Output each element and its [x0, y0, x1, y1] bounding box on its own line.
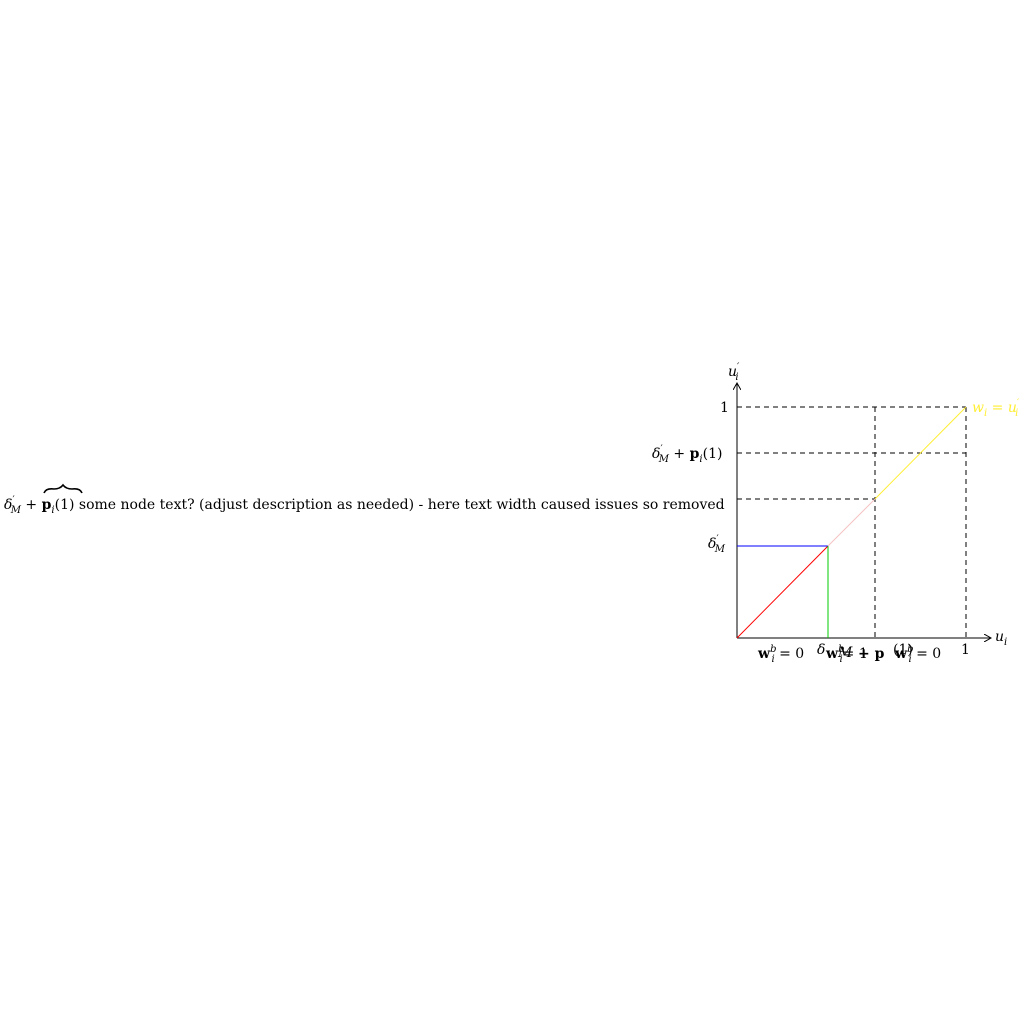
bottom-label-overlap: δ wb i= 1 M + p (1)	[817, 642, 913, 665]
pink-segment	[827, 498, 876, 547]
long-node-label: δ′ M + pi(1) some node text? (adjust desc…	[4, 495, 725, 516]
yellow-line-label: wi = u′ i	[972, 398, 1020, 419]
svg-text:M: M	[837, 645, 853, 661]
bottom-label-left: wb i = 0	[757, 644, 804, 665]
red-segment	[736, 545, 829, 639]
y-tick-delta-plus-p: δ′ M + pi(1)	[652, 444, 722, 465]
y-tick-delta: δ′ M	[708, 534, 726, 555]
y-tick-1: 1	[720, 400, 729, 416]
y-axis-label: u′ i	[728, 362, 740, 383]
bottom-label-right: wb i = 0	[894, 644, 941, 665]
x-tick-1: 1	[961, 642, 970, 658]
yellow-segment	[874, 406, 967, 500]
overbrace	[43, 483, 83, 494]
svg-text:(1): (1)	[893, 642, 913, 658]
svg-text:δ: δ	[817, 642, 825, 658]
svg-text:+ p: + p	[858, 646, 885, 662]
x-axis-label: ui	[995, 629, 1007, 648]
svg-text:wbi= 1: wb i= 1	[825, 644, 868, 665]
